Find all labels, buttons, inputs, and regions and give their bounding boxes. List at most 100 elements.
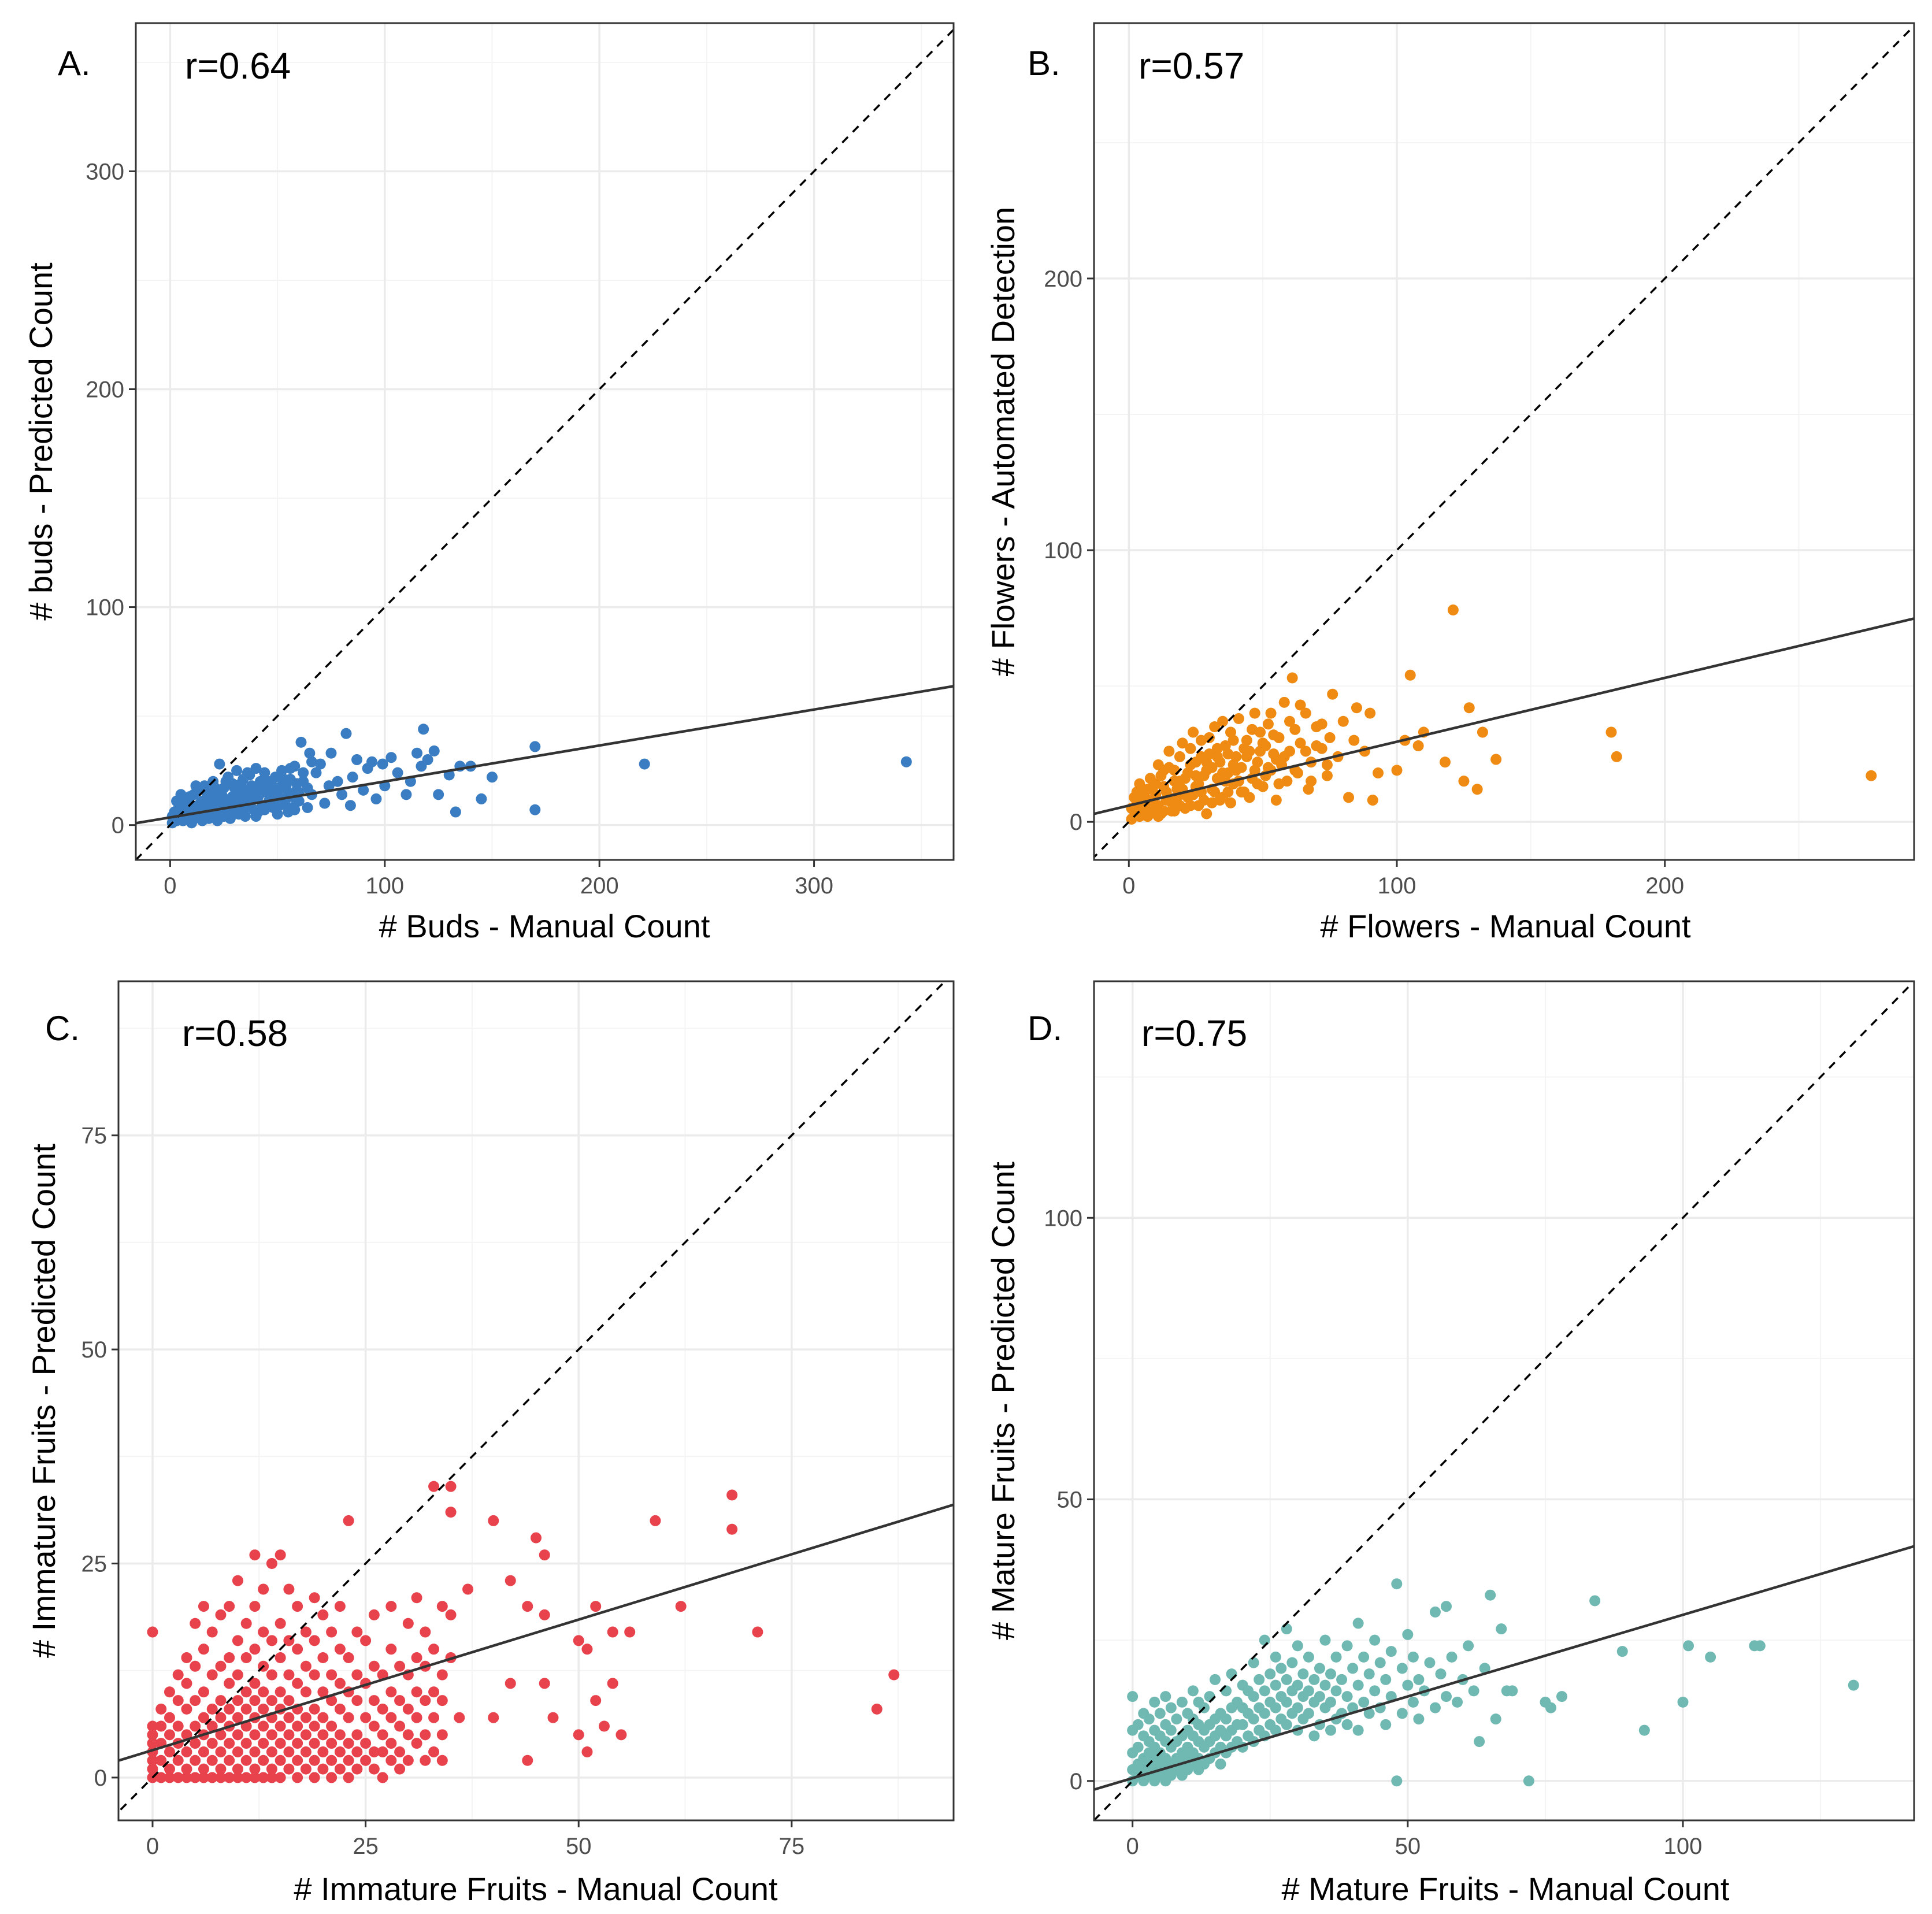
data-point: [351, 1746, 363, 1757]
data-point: [1471, 784, 1483, 795]
data-point: [1176, 1696, 1188, 1708]
data-point: [317, 1746, 329, 1757]
data-point: [1311, 740, 1322, 752]
x-axis-title: # Buds - Manual Count: [379, 908, 710, 944]
data-point: [1303, 1651, 1314, 1663]
data-point: [275, 1618, 286, 1629]
plot-frame: [1093, 22, 1915, 861]
data-point: [1463, 1640, 1474, 1652]
data-point: [1589, 1595, 1601, 1607]
data-point: [1347, 1663, 1359, 1674]
data-point: [1319, 1679, 1331, 1691]
data-point: [334, 1703, 346, 1715]
data-point: [581, 1746, 593, 1757]
data-point: [1270, 1724, 1281, 1736]
data-point: [232, 1695, 243, 1707]
data-point: [266, 1729, 277, 1741]
data-point: [164, 1772, 175, 1783]
data-point: [181, 1729, 192, 1741]
data-point: [1330, 1651, 1342, 1663]
data-point: [147, 1754, 158, 1766]
plot-frame: [135, 22, 955, 861]
data-point: [334, 1763, 346, 1775]
data-point: [326, 1695, 338, 1707]
data-point: [302, 782, 313, 794]
data-point: [334, 1678, 346, 1689]
data-point: [1507, 1685, 1518, 1697]
data-point: [201, 798, 213, 809]
data-point: [1171, 1713, 1182, 1725]
data-point: [1273, 778, 1285, 789]
data-point: [1458, 776, 1470, 787]
data-point: [1319, 1634, 1331, 1646]
data-point: [573, 1635, 584, 1646]
data-point: [1268, 729, 1280, 741]
data-point: [240, 1754, 252, 1766]
data-point: [1278, 696, 1290, 708]
data-point: [343, 1515, 354, 1526]
data-point: [1363, 1708, 1375, 1719]
data-point: [224, 1754, 235, 1766]
data-point: [269, 782, 281, 794]
data-point: [164, 1686, 175, 1698]
data-point: [206, 1754, 218, 1766]
data-point: [1127, 1691, 1139, 1702]
data-point: [1314, 1691, 1325, 1702]
data-point: [1225, 797, 1236, 808]
data-point: [1132, 1719, 1144, 1730]
data-point: [1165, 1724, 1177, 1736]
data-point: [190, 1695, 201, 1707]
data-point: [1252, 778, 1263, 789]
data-point: [650, 1515, 661, 1526]
data-point: [871, 1703, 882, 1715]
data-point: [188, 813, 199, 824]
y-axis-title: # Mature Fruits - Predicted Count: [985, 1162, 1021, 1640]
data-point: [1348, 735, 1360, 746]
data-point: [358, 784, 369, 796]
data-point: [1327, 688, 1338, 700]
data-point: [368, 1609, 380, 1620]
data-point: [624, 1626, 636, 1638]
data-point: [1616, 1646, 1628, 1657]
data-point: [1281, 1719, 1292, 1730]
data-point: [206, 1720, 218, 1732]
data-point: [240, 1738, 252, 1749]
panel-d: 0 50 100 0 50 100 # Mature Fruits - Manual Cou…: [985, 980, 1915, 1907]
data-point: [1523, 1775, 1534, 1787]
data-point: [1490, 754, 1502, 765]
data-point: [1402, 1679, 1414, 1691]
data-point: [164, 1712, 175, 1723]
data-point: [1281, 1623, 1292, 1635]
y-tick-label: 100: [1044, 538, 1082, 563]
data-point: [573, 1729, 584, 1741]
data-point: [292, 1720, 303, 1732]
data-point: [240, 1772, 252, 1783]
data-point: [334, 1729, 346, 1741]
data-point: [1325, 1724, 1337, 1736]
x-tick-label: 200: [580, 873, 619, 899]
data-point: [462, 1583, 474, 1595]
data-point: [1228, 759, 1239, 770]
data-point: [249, 1601, 261, 1612]
data-point: [300, 1660, 312, 1672]
data-point: [283, 1729, 295, 1741]
data-point: [1198, 770, 1210, 781]
data-point: [1407, 1696, 1419, 1708]
data-point: [291, 778, 303, 789]
data-point: [1281, 1696, 1292, 1708]
data-point: [411, 1712, 422, 1723]
data-point: [181, 1772, 192, 1783]
data-point: [275, 1738, 286, 1749]
data-point: [1295, 737, 1306, 749]
data-point: [258, 1583, 269, 1595]
identity-line: [136, 28, 954, 860]
y-tick-label: 0: [94, 1765, 107, 1791]
data-point: [300, 1626, 312, 1638]
data-point: [1206, 797, 1218, 808]
x-tick-label: 300: [795, 873, 833, 899]
data-point: [1158, 765, 1170, 776]
data-point: [1474, 1736, 1485, 1748]
data-point: [1190, 770, 1202, 781]
data-point: [147, 1763, 158, 1775]
data-point: [248, 784, 259, 796]
